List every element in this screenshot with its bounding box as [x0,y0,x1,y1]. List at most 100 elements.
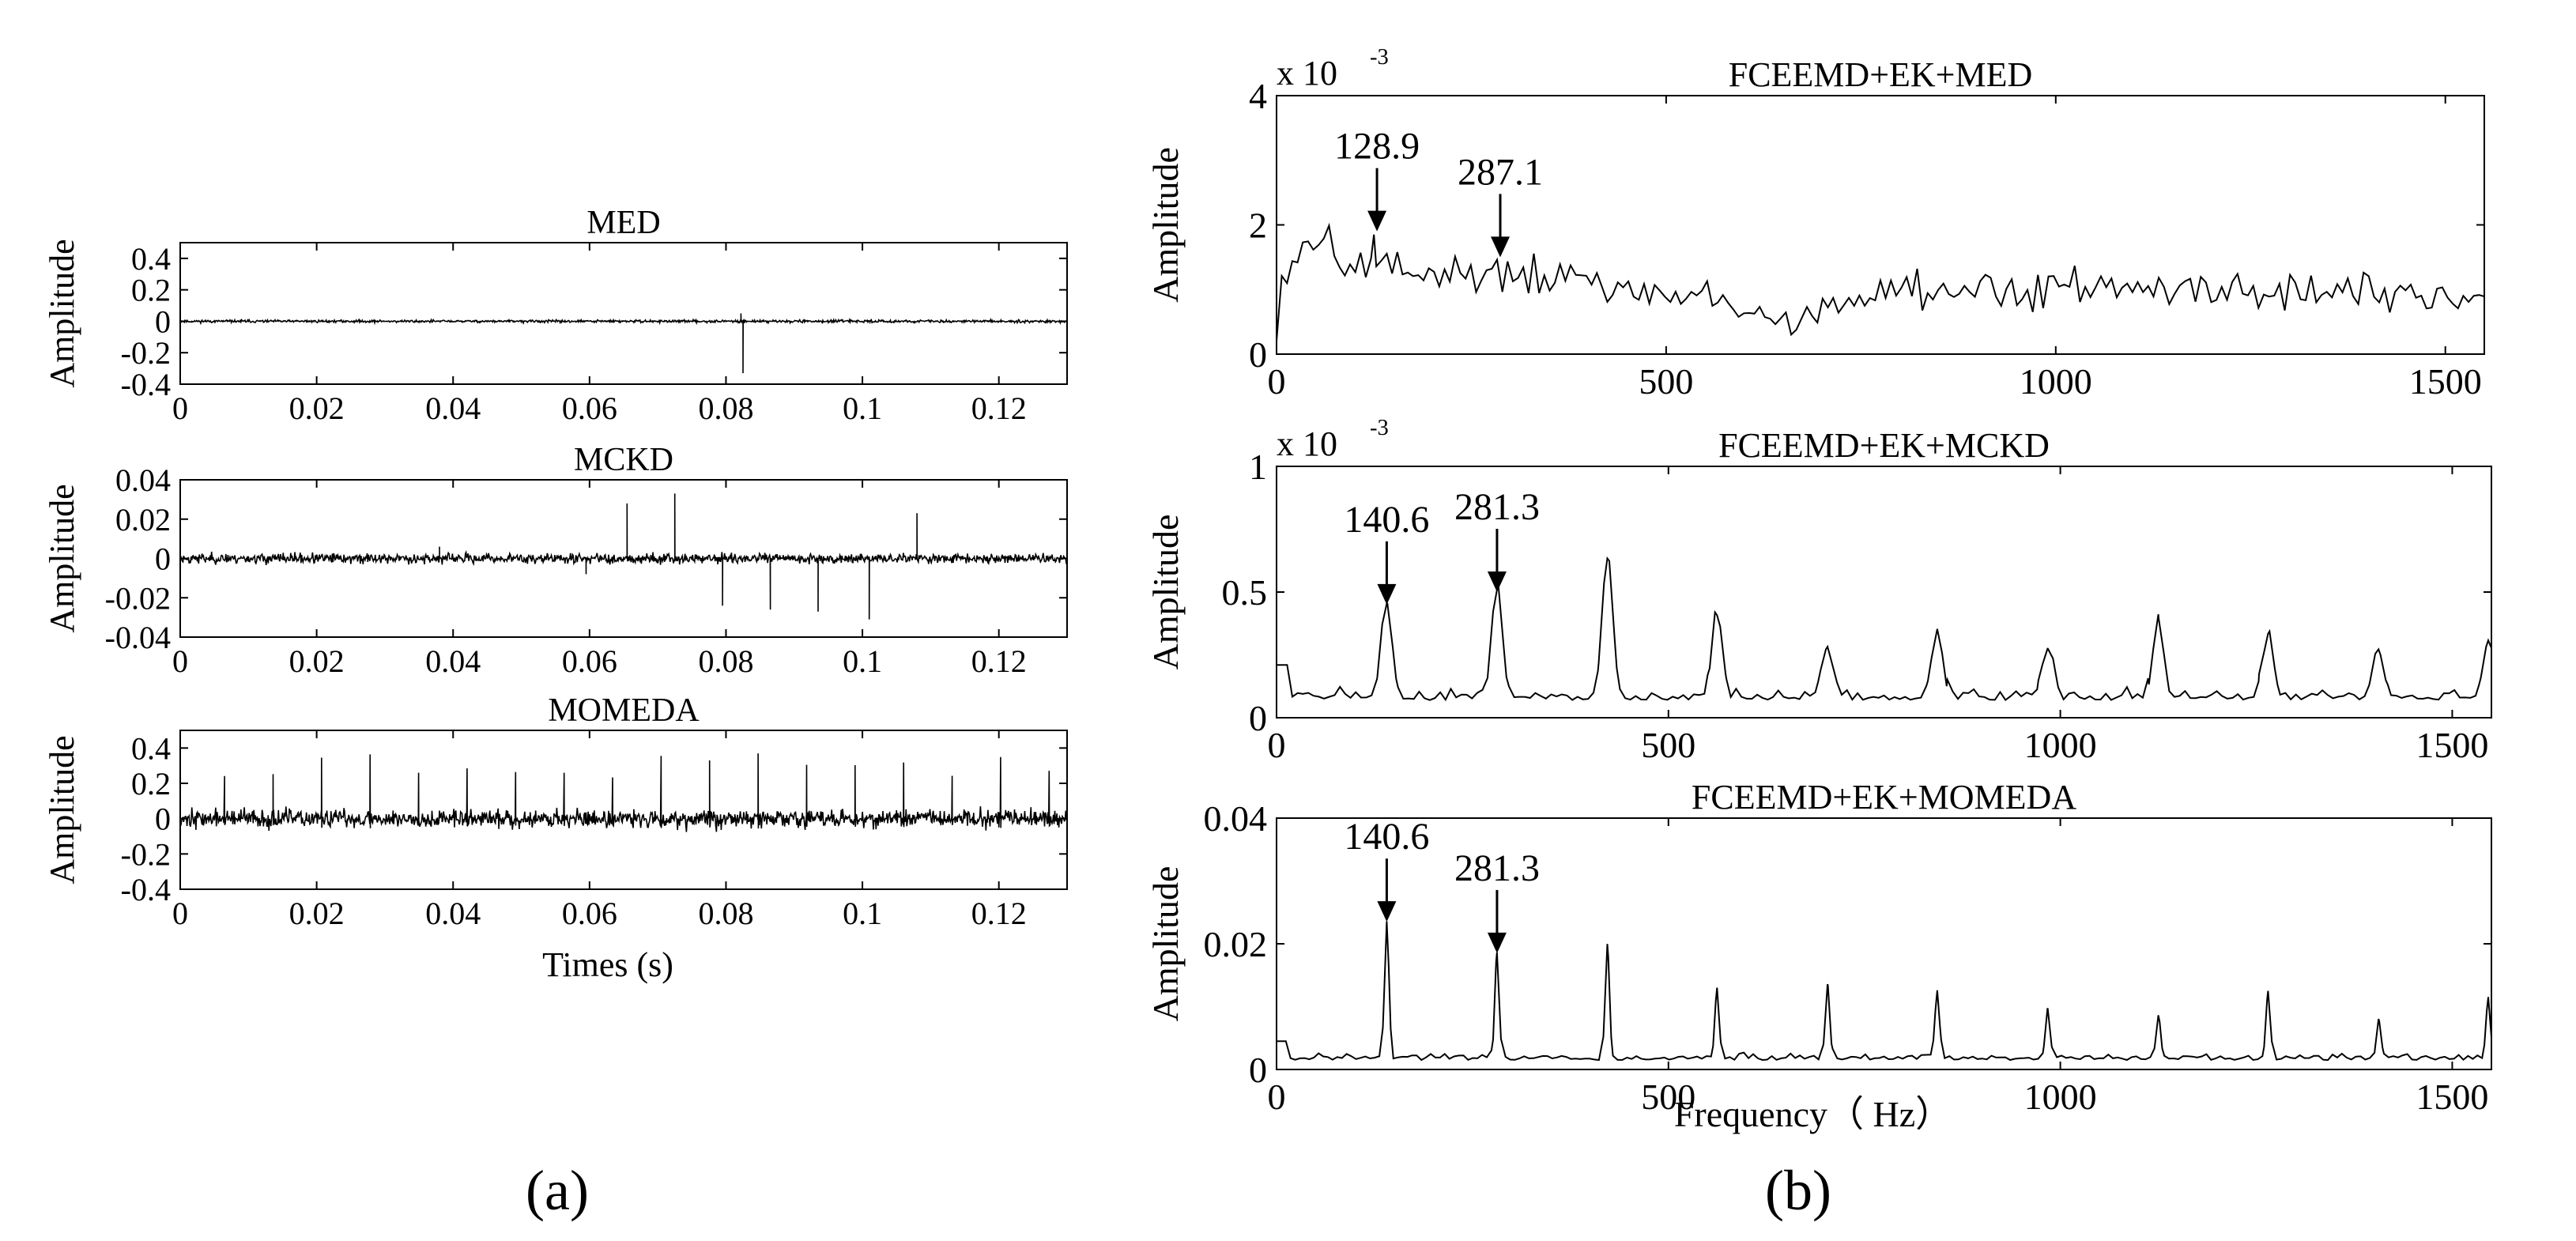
y-tick-label: -0.2 [121,836,171,872]
y-axis-label: Amplitude [1145,515,1186,670]
scale-exponent: -3 [1370,416,1389,440]
y-axis-label: Amplitude [43,735,81,884]
plot-frame [1276,466,2492,719]
x-tick-label: 1000 [2024,1077,2097,1117]
x-tick-label: 0.08 [698,643,753,679]
y-axis-label: Amplitude [1145,866,1186,1022]
plot-frame [1276,817,2492,1070]
annotation-label: 287.1 [1458,151,1543,193]
y-tick-label: -0.2 [121,335,171,371]
x-tick-label: 0.06 [562,643,617,679]
y-tick-label: 0.04 [1204,798,1268,839]
y-axis-label: Amplitude [43,239,81,387]
x-tick-label: 500 [1639,361,1693,402]
x-tick-label: 0.02 [289,896,345,931]
y-tick-label: 0 [155,541,171,577]
series-line [1277,556,2491,702]
plot-frame [179,730,1068,890]
x-tick-label: 0.04 [425,390,481,426]
annotation-arrowhead [1487,571,1507,592]
x-tick-label: 0.08 [698,390,753,426]
series-line [180,753,1067,832]
y-tick-label: 0.4 [131,241,171,277]
chart-a1: MED Amplitude 0 0.02 0.04 0.06 0.08 0.1 0.12 -0.4… [43,205,1068,426]
plot-frame [1276,95,2485,355]
annotation-arrowhead [1487,932,1507,953]
y-axis-label: Amplitude [43,484,81,632]
y-tick-label: 0 [155,304,171,339]
annotation-label: 281.3 [1454,486,1540,528]
chart-b1: FCEEMD+EK+MED x 10 -3 Amplitude 0 500 1000 1500… [1145,45,2485,402]
x-tick-label: 0 [1268,1077,1286,1117]
x-tick-label: 1000 [2024,725,2097,765]
annotation-label: 128.9 [1334,126,1420,168]
y-tick-label: 0.04 [115,462,171,498]
chart-title: FCEEMD+EK+MOMEDA [1692,778,2076,817]
x-tick-label: 0.06 [562,896,617,931]
x-tick-label: 0.12 [971,896,1027,931]
series-line [180,313,1067,374]
series-line [1277,921,2491,1062]
annotation-arrowhead [1377,901,1397,922]
scale-label: x 10 [1277,424,1337,463]
x-tick-label: 0 [1268,361,1286,402]
y-tick-label: 0.02 [1204,924,1268,964]
annotation-label: 281.3 [1454,847,1540,889]
y-tick-label: -0.02 [105,580,171,616]
x-tick-label: 1500 [2409,361,2482,402]
chart-b2: FCEEMD+EK+MCKD x 10 -3 Amplitude 0 500 1000 150… [1145,416,2492,765]
x-tick-label: 0.02 [289,643,345,679]
y-tick-label: 0 [1249,334,1267,375]
annotation-label: 140.6 [1344,816,1429,858]
chart-title: MCKD [574,442,673,478]
x-tick-label: 0.06 [562,390,617,426]
annotation-label: 140.6 [1344,499,1429,541]
y-tick-label: -0.04 [105,620,171,655]
chart-a3: MOMEDA Amplitude Times (s) 0 0.02 0.04 0.06 0.0… [43,692,1068,984]
chart-title: FCEEMD+EK+MCKD [1718,426,2050,465]
x-tick-label: 0.04 [425,643,481,679]
scale-exponent: -3 [1370,45,1389,70]
x-tick-label: 1000 [2020,361,2092,402]
x-tick-label: 0.1 [843,896,882,931]
x-tick-label: 0.08 [698,896,753,931]
x-tick-label: 500 [1641,725,1695,765]
y-tick-label: 0.2 [131,766,171,802]
chart-title: MED [586,205,660,241]
x-axis-label: Times (s) [542,945,673,984]
x-tick-label: 1500 [2416,1077,2488,1117]
panel-label-a: (a) [526,1159,589,1222]
x-tick-label: 0 [172,643,188,679]
x-tick-label: 0 [172,390,188,426]
annotation-arrowhead [1377,583,1397,605]
x-tick-label: 0.04 [425,896,481,931]
scale-label: x 10 [1277,54,1337,92]
y-tick-label: 1 [1249,447,1267,487]
x-axis-label: Frequency（ Hz） [1674,1094,1952,1134]
plot-frame [179,242,1068,385]
y-tick-label: 0 [1249,1050,1267,1090]
annotation-arrowhead [1367,210,1387,232]
y-tick-label: 4 [1249,76,1267,116]
y-tick-label: 0.02 [115,502,171,538]
series-line [180,493,1067,620]
x-tick-label: 0.1 [843,390,882,426]
chart-title: FCEEMD+EK+MED [1729,55,2033,94]
y-tick-label: 0 [155,802,171,837]
y-tick-label: -0.4 [121,367,171,402]
x-tick-label: 0 [1268,725,1286,765]
y-tick-label: 2 [1249,206,1267,246]
y-tick-label: 0 [1249,698,1267,738]
y-tick-label: 0.5 [1222,572,1268,613]
x-tick-label: 0 [172,896,188,931]
x-tick-label: 0.02 [289,390,345,426]
y-axis-label: Amplitude [1145,147,1186,303]
x-tick-label: 500 [1641,1077,1695,1117]
plot-frame [179,479,1068,638]
panel-label-b: (b) [1765,1159,1831,1222]
chart-title: MOMEDA [548,692,700,729]
series-line [1277,222,2484,341]
x-tick-label: 0.1 [843,643,882,679]
